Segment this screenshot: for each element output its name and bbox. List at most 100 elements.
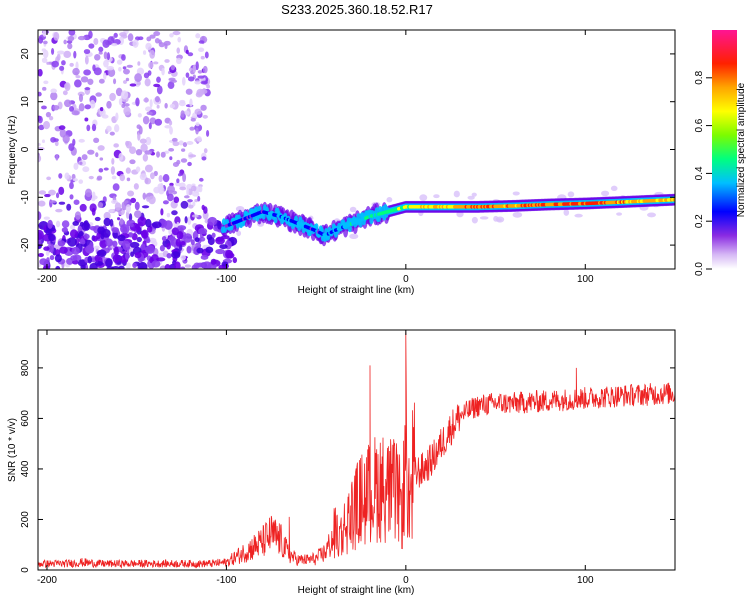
noise-blob <box>210 258 217 265</box>
noise-blob <box>125 77 130 82</box>
noise-blob <box>48 233 56 242</box>
noise-blob <box>166 212 171 218</box>
noise-blob <box>58 186 65 196</box>
noise-blob <box>58 201 66 205</box>
noise-blob <box>453 190 460 198</box>
noise-blob <box>194 237 200 243</box>
noise-blob <box>207 236 215 246</box>
noise-blob <box>55 192 60 199</box>
noise-blob <box>105 238 114 247</box>
noise-blob <box>126 64 133 68</box>
noise-blob <box>137 132 141 141</box>
noise-blob <box>122 240 131 251</box>
noise-blob <box>138 125 143 135</box>
ridge-mid <box>358 220 363 228</box>
y-tick-label: -10 <box>20 190 31 205</box>
noise-blob <box>113 143 119 148</box>
noise-blob <box>153 83 161 88</box>
noise-blob <box>106 266 115 269</box>
noise-blob <box>84 188 93 198</box>
noise-blob <box>183 233 193 243</box>
noise-blob <box>86 124 91 132</box>
noise-blob <box>43 80 49 85</box>
noise-blob <box>149 117 157 125</box>
y-tick-label: -20 <box>20 237 31 252</box>
snr-panel: -200 -100 0 100 0 200 400 600 800 Height of str… <box>7 329 676 596</box>
noise-blob <box>78 93 84 103</box>
noise-blob <box>433 194 440 199</box>
spectrogram-ridge <box>220 193 675 247</box>
noise-blob <box>154 96 160 103</box>
noise-blob <box>89 225 97 231</box>
noise-blob <box>117 217 121 221</box>
noise-blob <box>190 185 197 192</box>
snr-x-ticks: -200 -100 0 100 <box>37 330 594 586</box>
noise-blob <box>156 85 163 95</box>
noise-blob <box>122 66 127 70</box>
noise-blob <box>167 81 175 90</box>
noise-blob <box>176 159 181 165</box>
noise-blob <box>85 245 95 254</box>
noise-blob <box>51 60 59 68</box>
noise-blob <box>92 235 98 242</box>
noise-blob <box>206 130 210 137</box>
noise-blob <box>49 255 55 261</box>
noise-blob <box>69 229 78 239</box>
noise-blob <box>73 162 79 171</box>
noise-blob <box>53 138 59 142</box>
noise-blob <box>118 67 122 72</box>
noise-blob <box>38 211 42 221</box>
noise-blob <box>123 106 131 116</box>
noise-blob <box>175 238 181 247</box>
noise-blob <box>174 216 181 225</box>
noise-blob <box>164 263 171 269</box>
noise-blob <box>43 216 50 220</box>
noise-blob <box>161 235 167 242</box>
noise-blob <box>149 99 153 108</box>
noise-blob <box>111 43 118 47</box>
noise-blob <box>64 83 69 89</box>
noise-blob <box>48 116 54 121</box>
noise-blob <box>58 125 66 130</box>
noise-blob <box>128 213 133 222</box>
noise-blob <box>173 261 181 269</box>
colorbar-tick-label: 0.8 <box>694 70 705 84</box>
noise-blob <box>156 151 160 158</box>
y-tick-label: 20 <box>20 48 31 60</box>
noise-blob <box>190 118 196 122</box>
noise-blob <box>141 205 150 209</box>
noise-blob <box>130 197 137 204</box>
noise-blob <box>93 137 100 144</box>
noise-blob <box>196 247 204 254</box>
noise-blob <box>38 229 44 240</box>
noise-blob <box>225 249 234 259</box>
noise-blob <box>610 185 618 191</box>
noise-blob <box>59 246 68 254</box>
noise-blob <box>77 35 86 41</box>
y-tick-label: 600 <box>20 410 31 427</box>
noise-blob <box>109 208 114 213</box>
noise-blob <box>38 190 47 195</box>
noise-blob <box>178 101 186 107</box>
noise-blob <box>177 36 182 43</box>
noise-blob <box>185 72 190 78</box>
noise-blob <box>180 110 185 118</box>
noise-blob <box>142 153 149 162</box>
noise-blob <box>129 83 137 87</box>
noise-blob <box>221 261 229 267</box>
noise-blob <box>349 206 357 213</box>
noise-blob <box>647 212 657 218</box>
noise-blob <box>83 49 91 55</box>
noise-blob <box>88 43 95 49</box>
noise-blob <box>38 68 43 77</box>
noise-blob <box>55 208 63 213</box>
noise-blob <box>97 145 105 151</box>
noise-blob <box>156 257 166 262</box>
noise-blob <box>236 230 242 237</box>
noise-blob <box>48 189 56 196</box>
noise-blob <box>194 108 202 115</box>
noise-blob <box>170 79 178 83</box>
noise-blob <box>98 168 104 173</box>
noise-blob <box>158 175 163 183</box>
snr-frame <box>37 329 676 571</box>
